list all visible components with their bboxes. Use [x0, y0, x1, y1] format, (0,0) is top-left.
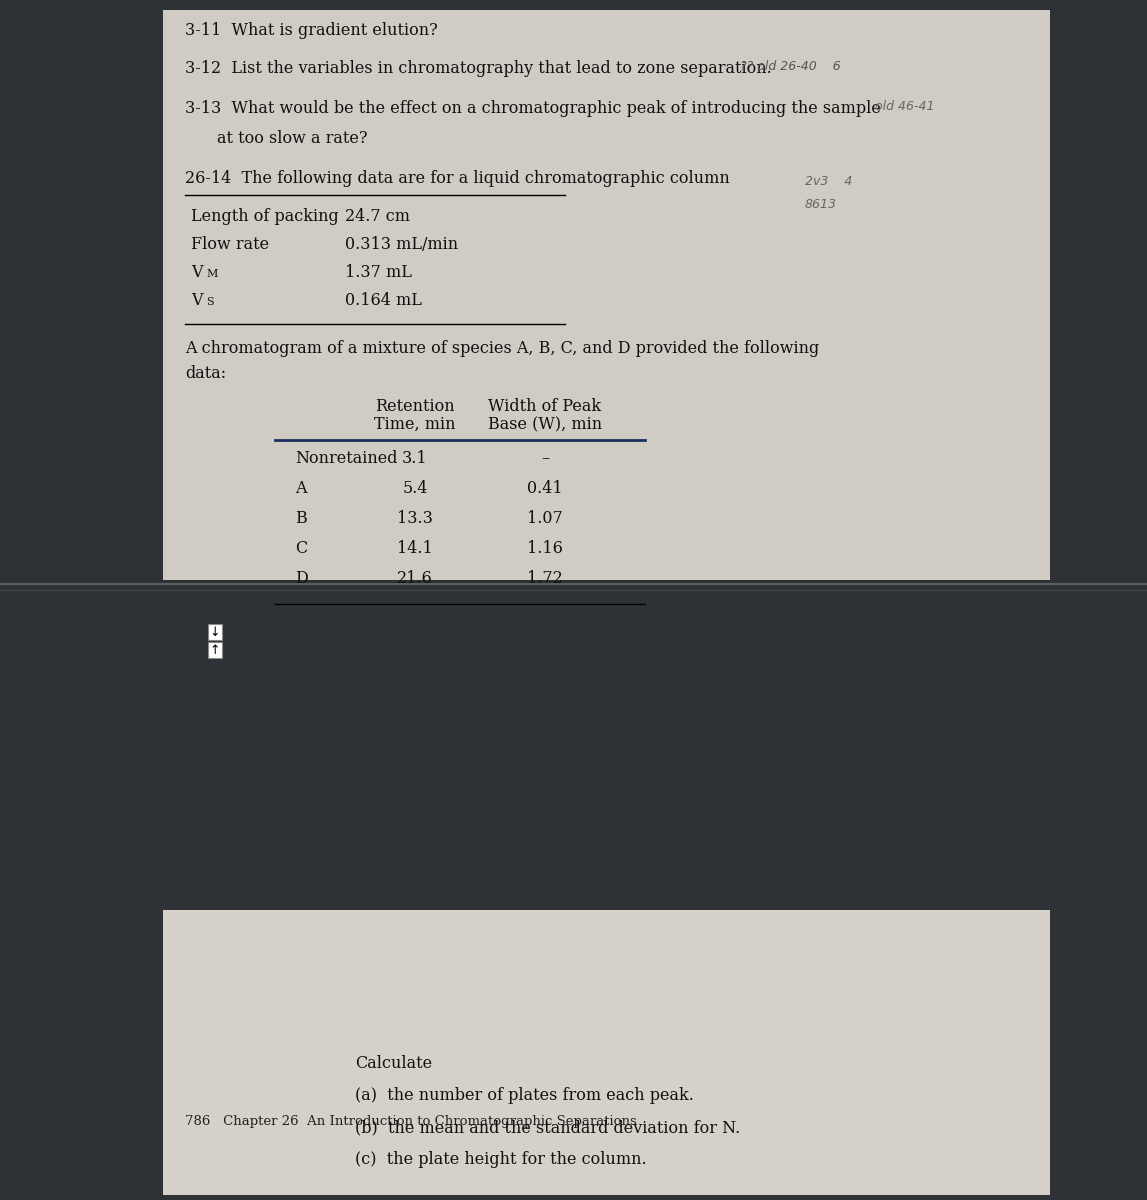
Text: Width of Peak: Width of Peak — [489, 398, 601, 415]
Text: C: C — [295, 540, 307, 557]
Text: Time, min: Time, min — [374, 416, 455, 433]
Text: 14.1: 14.1 — [397, 540, 432, 557]
Text: 3.1: 3.1 — [403, 450, 428, 467]
Text: 1.37 mL: 1.37 mL — [345, 264, 412, 281]
Text: 0.313 mL/min: 0.313 mL/min — [345, 236, 458, 253]
Text: D: D — [295, 570, 307, 587]
Text: –: – — [541, 450, 549, 467]
Text: 786   Chapter 26  An Introduction to Chromatographic Separations: 786 Chapter 26 An Introduction to Chroma… — [185, 1115, 637, 1128]
Text: ↓: ↓ — [210, 625, 220, 638]
Text: ↑: ↑ — [210, 643, 220, 656]
Text: 1.07: 1.07 — [528, 510, 563, 527]
Text: 5.4: 5.4 — [403, 480, 428, 497]
Text: 3-13  What would be the effect on a chromatographic peak of introducing the samp: 3-13 What would be the effect on a chrom… — [185, 100, 881, 116]
Text: at too slow a rate?: at too slow a rate? — [217, 130, 367, 146]
Text: (a)  the number of plates from each peak.: (a) the number of plates from each peak. — [356, 1087, 694, 1104]
Text: 24.7 cm: 24.7 cm — [345, 208, 409, 226]
Bar — [163, 10, 1050, 580]
Text: Calculate: Calculate — [356, 1055, 432, 1072]
Text: 3-11  What is gradient elution?: 3-11 What is gradient elution? — [185, 22, 438, 38]
Text: 0.41: 0.41 — [528, 480, 563, 497]
Text: S: S — [206, 296, 213, 307]
Text: (b)  the mean and the standard deviation for N.: (b) the mean and the standard deviation … — [356, 1118, 740, 1136]
Text: 0.164 mL: 0.164 mL — [345, 292, 422, 308]
Bar — [163, 910, 1050, 1195]
Text: 26-14  The following data are for a liquid chromatographic column: 26-14 The following data are for a liqui… — [185, 170, 729, 187]
Text: data:: data: — [185, 365, 226, 382]
Text: Length of packing: Length of packing — [192, 208, 338, 226]
Text: 21.6: 21.6 — [397, 570, 432, 587]
Text: V: V — [192, 264, 203, 281]
Text: M: M — [206, 269, 218, 278]
Text: 13.3: 13.3 — [397, 510, 432, 527]
Text: Retention: Retention — [375, 398, 455, 415]
Text: old 46-41: old 46-41 — [875, 100, 935, 113]
Text: V: V — [192, 292, 203, 308]
Text: (c)  the plate height for the column.: (c) the plate height for the column. — [356, 1151, 647, 1168]
Text: 1.16: 1.16 — [528, 540, 563, 557]
Text: Nonretained: Nonretained — [295, 450, 398, 467]
Text: 8613: 8613 — [805, 198, 837, 211]
Text: 3-12  List the variables in chromatography that lead to zone separation.: 3-12 List the variables in chromatograph… — [185, 60, 772, 77]
Text: ?? old 26-40    6: ?? old 26-40 6 — [740, 60, 841, 73]
Text: A: A — [295, 480, 306, 497]
Text: B: B — [295, 510, 306, 527]
Text: A chromatogram of a mixture of species A, B, C, and D provided the following: A chromatogram of a mixture of species A… — [185, 340, 819, 358]
Text: 2v3    4: 2v3 4 — [805, 175, 852, 188]
Text: Flow rate: Flow rate — [192, 236, 270, 253]
Text: 1.72: 1.72 — [528, 570, 563, 587]
Text: Base (W), min: Base (W), min — [487, 416, 602, 433]
